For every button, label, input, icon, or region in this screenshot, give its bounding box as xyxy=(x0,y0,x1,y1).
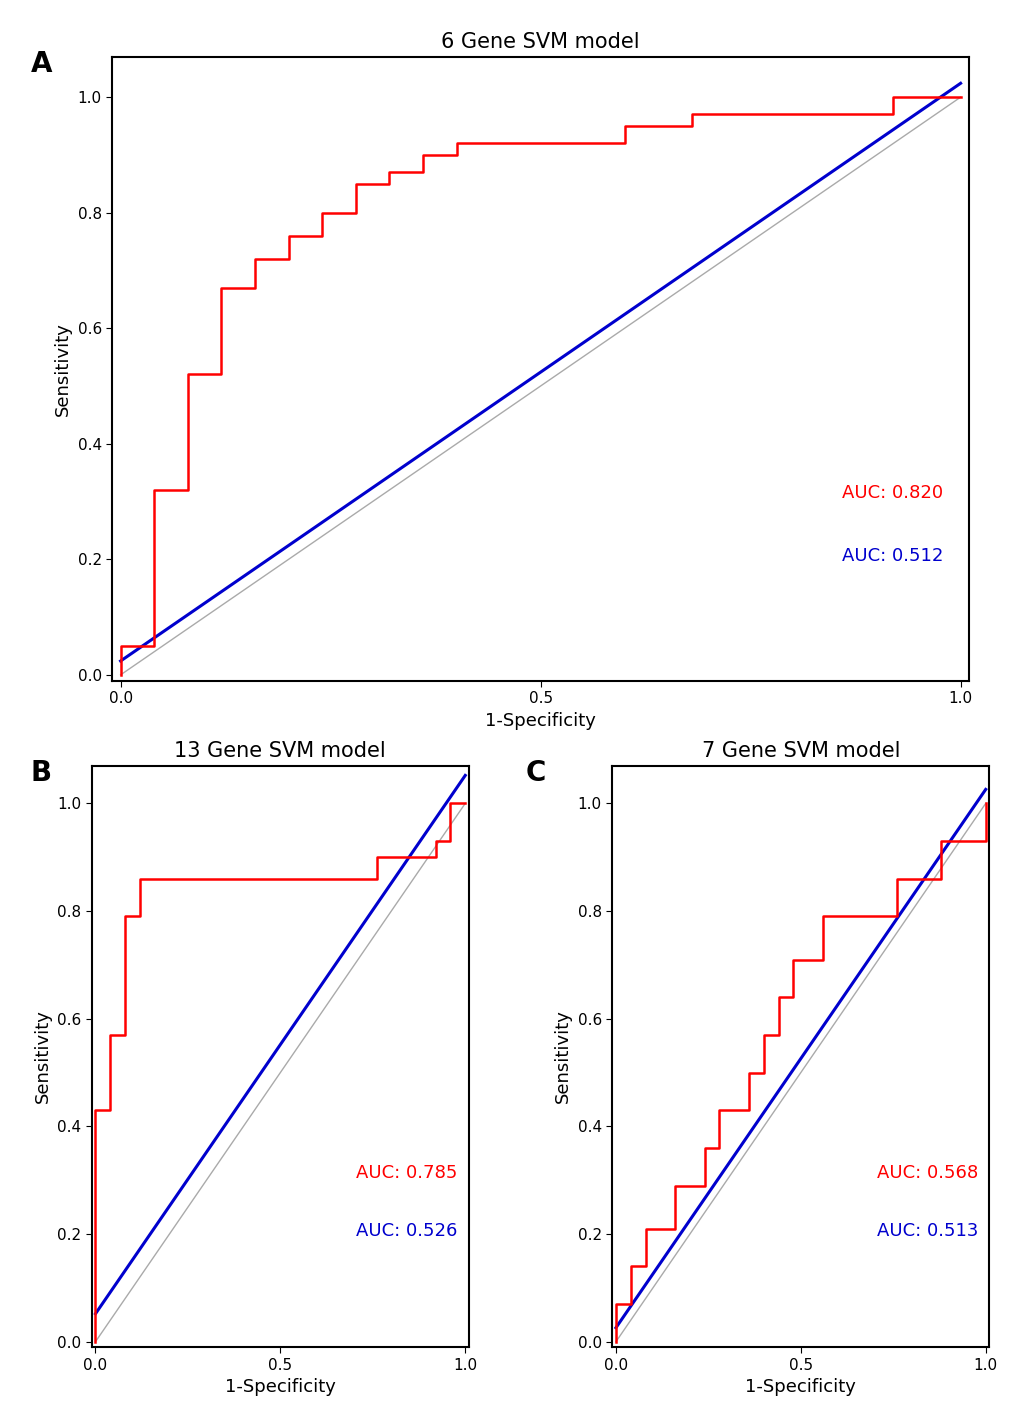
Text: AUC: 0.785: AUC: 0.785 xyxy=(356,1164,458,1181)
Title: 13 Gene SVM model: 13 Gene SVM model xyxy=(174,742,386,761)
X-axis label: 1-Specificity: 1-Specificity xyxy=(485,712,595,730)
Text: AUC: 0.526: AUC: 0.526 xyxy=(356,1222,458,1239)
Text: C: C xyxy=(525,759,545,787)
Title: 7 Gene SVM model: 7 Gene SVM model xyxy=(701,742,899,761)
Y-axis label: Sensitivity: Sensitivity xyxy=(54,322,72,415)
Text: AUC: 0.512: AUC: 0.512 xyxy=(841,547,943,564)
Y-axis label: Sensitivity: Sensitivity xyxy=(553,1010,572,1103)
Text: AUC: 0.568: AUC: 0.568 xyxy=(876,1164,977,1181)
Text: AUC: 0.820: AUC: 0.820 xyxy=(842,485,943,502)
Title: 6 Gene SVM model: 6 Gene SVM model xyxy=(441,33,639,52)
Text: A: A xyxy=(31,50,52,78)
Text: AUC: 0.513: AUC: 0.513 xyxy=(876,1222,977,1239)
Text: B: B xyxy=(31,759,52,787)
X-axis label: 1-Specificity: 1-Specificity xyxy=(225,1378,335,1397)
Y-axis label: Sensitivity: Sensitivity xyxy=(34,1010,52,1103)
X-axis label: 1-Specificity: 1-Specificity xyxy=(745,1378,855,1397)
